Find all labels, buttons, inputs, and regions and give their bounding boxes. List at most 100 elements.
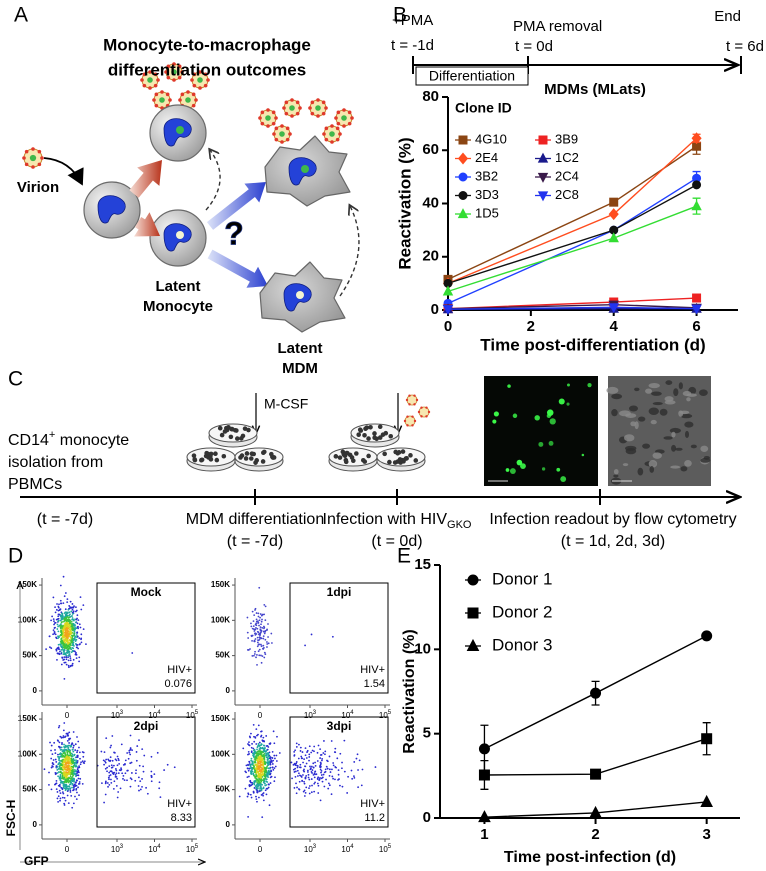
event	[61, 657, 63, 659]
event	[61, 778, 63, 780]
event	[101, 782, 103, 784]
event	[70, 745, 72, 747]
virion-spike	[334, 116, 338, 120]
event	[108, 778, 110, 780]
timeline-label: t = 6d	[726, 38, 764, 55]
event	[69, 765, 71, 767]
legend-marker	[468, 608, 478, 618]
event	[61, 782, 63, 784]
event	[255, 751, 257, 753]
event	[76, 639, 78, 641]
event	[338, 774, 340, 776]
event	[256, 781, 258, 783]
gfp-cell	[534, 415, 539, 420]
step-text: MDM differentiation	[186, 511, 324, 528]
event	[257, 637, 259, 639]
event	[51, 616, 53, 618]
x-axis-label: Time post-differentiation (d)	[480, 335, 705, 354]
event	[249, 737, 251, 739]
event	[298, 758, 300, 760]
event	[77, 771, 79, 773]
event	[65, 611, 67, 613]
event	[51, 788, 53, 790]
virion-spike	[337, 122, 341, 126]
event	[56, 650, 58, 652]
virion-spike	[288, 132, 292, 136]
virion-spike	[285, 101, 289, 105]
event	[242, 747, 244, 749]
event	[308, 756, 310, 758]
event	[308, 774, 310, 776]
event	[59, 609, 61, 611]
event	[60, 585, 62, 587]
legend-marker	[468, 575, 478, 585]
virion-spike	[408, 394, 410, 396]
point	[693, 294, 701, 302]
event	[50, 750, 52, 752]
event	[62, 602, 64, 604]
dish-cell	[270, 455, 275, 460]
bf-cell	[606, 387, 618, 394]
event	[336, 757, 338, 759]
event	[130, 735, 132, 737]
event	[247, 649, 249, 651]
event	[276, 755, 278, 757]
event	[261, 621, 263, 623]
gate	[290, 583, 388, 693]
gfp-cell	[550, 418, 556, 424]
event	[249, 745, 251, 747]
event	[53, 618, 55, 620]
virion-spike	[193, 84, 197, 88]
event	[59, 736, 61, 738]
event	[59, 635, 61, 637]
event	[103, 764, 105, 766]
event	[323, 774, 325, 776]
virion-spike	[168, 98, 172, 102]
event	[302, 762, 304, 764]
gfp-cell	[542, 467, 545, 470]
event	[254, 782, 256, 784]
event	[260, 784, 262, 786]
event	[62, 793, 64, 795]
virion-label: Virion	[17, 179, 59, 196]
dish-cell	[241, 434, 246, 439]
event	[269, 743, 271, 745]
virion-spike	[408, 403, 410, 405]
event	[258, 587, 260, 589]
event	[75, 606, 77, 608]
tick-exponent: 4	[350, 844, 354, 850]
event	[265, 767, 267, 769]
event	[77, 619, 79, 621]
event	[60, 749, 62, 751]
event	[272, 769, 274, 771]
event	[71, 807, 73, 809]
event	[257, 754, 259, 756]
event	[314, 773, 316, 775]
event	[295, 782, 297, 784]
gate-label: HIV+	[167, 664, 192, 676]
event	[70, 778, 72, 780]
event	[74, 771, 76, 773]
event	[64, 756, 66, 758]
tick-exponent: 3	[120, 844, 124, 850]
x-tick-label: 103	[111, 710, 124, 721]
event	[268, 770, 270, 772]
event	[83, 752, 85, 754]
event	[57, 620, 59, 622]
event	[81, 641, 83, 643]
event	[73, 607, 75, 609]
virion-spike	[296, 101, 300, 105]
event	[321, 760, 323, 762]
event	[67, 765, 69, 767]
event	[258, 772, 260, 774]
event	[62, 737, 64, 739]
event	[63, 803, 65, 805]
event	[84, 760, 86, 762]
event	[51, 745, 53, 747]
legend-marker	[459, 173, 467, 181]
event	[106, 767, 108, 769]
event	[80, 609, 82, 611]
event	[115, 770, 117, 772]
event	[68, 615, 70, 617]
event	[255, 796, 257, 798]
